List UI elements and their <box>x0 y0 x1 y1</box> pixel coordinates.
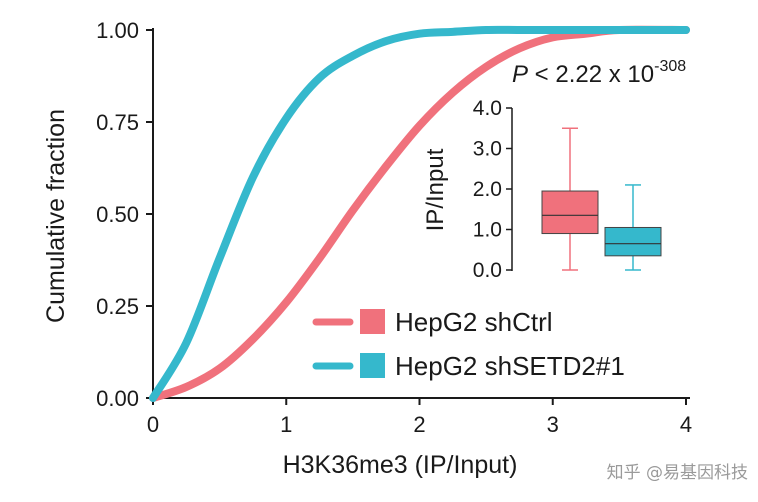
inset-y-axis-title: IP/Input <box>422 148 449 231</box>
inset-y-tick-label: 1.0 <box>473 219 502 242</box>
inset-box-1 <box>604 184 662 271</box>
x-tick-label: 0 <box>147 412 159 437</box>
inset-y-tick-label: 4.0 <box>473 97 502 120</box>
p-value-text: < 2.22 x 10 <box>528 61 654 88</box>
y-tick-label: 1.00 <box>96 18 139 43</box>
legend-label-shsetd2: HepG2 shSETD2#1 <box>395 351 625 381</box>
x-ticks: 0 1 2 3 4 <box>147 398 692 437</box>
legend-swatch-shctrl <box>360 309 385 334</box>
p-value-exponent: -308 <box>654 58 686 75</box>
legend-swatch-shsetd2 <box>360 353 385 378</box>
p-value-prefix: P <box>512 61 528 88</box>
inset-y-tick-label: 0.0 <box>473 259 502 282</box>
legend: HepG2 shCtrl HepG2 shSETD2#1 <box>312 307 625 381</box>
y-axis-title: Cumulative fraction <box>42 109 70 323</box>
watermark: 知乎 @易基因科技 <box>607 463 748 483</box>
legend-label-shctrl: HepG2 shCtrl <box>395 307 553 337</box>
y-tick-label: 0.50 <box>96 202 139 227</box>
inset-y-ticks: 0.0 1.0 2.0 3.0 4.0 <box>473 97 512 282</box>
series-line-1 <box>149 25 690 402</box>
box-body <box>604 226 662 257</box>
x-tick-label: 4 <box>680 412 692 437</box>
y-tick-label: 0.25 <box>96 294 139 319</box>
inset-boxplot: 0.0 1.0 2.0 3.0 4.0 IP/Input <box>422 97 662 282</box>
y-tick-label: 0.00 <box>96 386 139 411</box>
box-body <box>541 190 599 235</box>
inset-box-0 <box>541 127 599 271</box>
inset-y-tick-label: 2.0 <box>473 178 502 201</box>
inset-boxes <box>541 127 662 271</box>
legend-entry-shctrl: HepG2 shCtrl <box>312 307 553 337</box>
curves <box>149 25 690 402</box>
series-line-0 <box>149 25 690 402</box>
x-axis-title: H3K36me3 (IP/Input) <box>283 451 518 479</box>
inset-y-tick-label: 3.0 <box>473 138 502 161</box>
p-value-annotation: P < 2.22 x 10-308 <box>512 58 686 88</box>
legend-entry-shsetd2: HepG2 shSETD2#1 <box>312 351 625 381</box>
y-ticks: 0.00 0.25 0.50 0.75 1.00 <box>96 18 153 411</box>
x-tick-label: 3 <box>547 412 559 437</box>
x-tick-label: 1 <box>280 412 292 437</box>
y-tick-label: 0.75 <box>96 110 139 135</box>
x-tick-label: 2 <box>413 412 425 437</box>
